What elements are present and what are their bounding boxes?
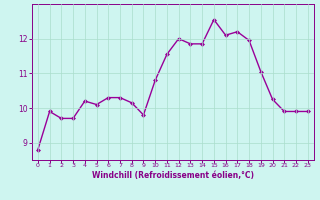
X-axis label: Windchill (Refroidissement éolien,°C): Windchill (Refroidissement éolien,°C) bbox=[92, 171, 254, 180]
